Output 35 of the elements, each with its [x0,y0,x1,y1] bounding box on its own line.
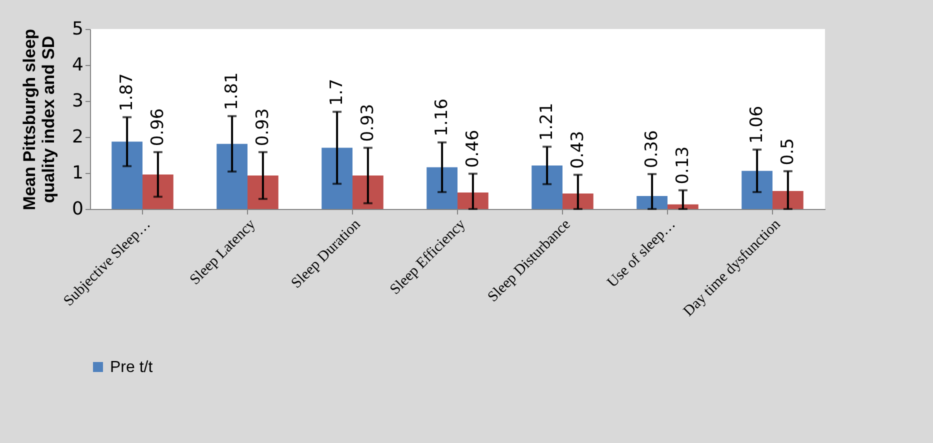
bar [112,142,142,209]
bar [142,174,174,209]
data-label: 0.5 [778,138,798,166]
y-axis-title: Mean Pittsburgh sleep quality index and SD [20,28,58,210]
data-label: 1.87 [117,73,138,112]
data-label: 0.93 [358,104,378,142]
bar [216,144,248,209]
y-tick-label: 2 [72,126,84,148]
bar [772,191,804,209]
bar [352,176,384,209]
data-label: 0.36 [642,130,662,168]
y-tick-label: 3 [72,90,84,112]
bar [562,194,594,209]
data-label: 0.43 [568,130,588,169]
bar [248,176,278,209]
data-label: 0.93 [252,108,273,146]
y-tick-label: 5 [72,18,84,40]
legend-label: Pre t/t [110,359,154,376]
data-label: 1.06 [747,106,768,144]
data-label: 1.81 [222,72,242,110]
bar [636,196,668,209]
y-tick-label: 4 [72,54,84,76]
y-tick-label: 0 [72,198,84,220]
y-tick-label: 1 [72,162,84,184]
bar [742,170,772,209]
data-label: 0.13 [672,146,693,184]
data-label: 1.16 [432,98,452,136]
data-label: 1.7 [327,78,348,106]
data-label: 0.46 [462,130,483,168]
data-label: 1.21 [537,102,558,141]
bar [322,148,352,209]
data-label: 0.96 [148,108,168,146]
bar [458,192,488,209]
bar [426,167,458,209]
bar [532,165,562,209]
